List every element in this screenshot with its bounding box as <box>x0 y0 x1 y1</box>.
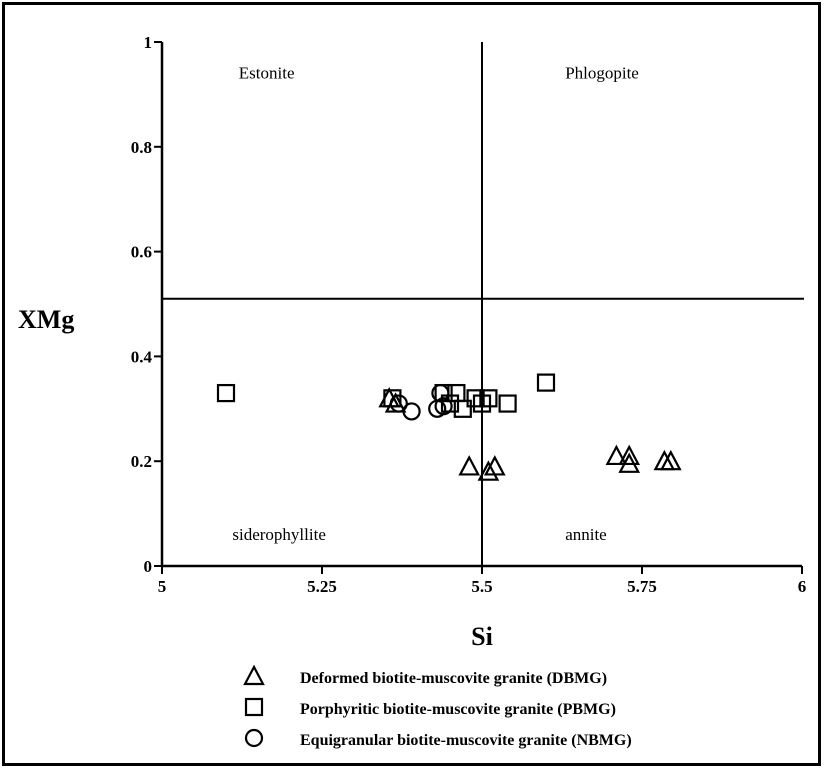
y-tick-label: 0.4 <box>131 347 153 366</box>
axes: 5 5.25 5.5 5.75 6 0 0.2 0.4 0.6 0.8 1 <box>131 33 807 596</box>
x-tick-label: 5 <box>158 577 167 596</box>
legend-square-icon <box>244 697 264 717</box>
circle-point <box>431 383 450 403</box>
square-point <box>466 389 485 408</box>
square-point <box>536 373 556 392</box>
circle-point <box>389 394 408 413</box>
legend-label-nbmg: Equigranular biotite-muscovite granite (… <box>300 732 632 749</box>
circle-point <box>434 397 453 416</box>
y-tick-label: 0.8 <box>131 138 152 157</box>
legend-marker-triangle <box>243 664 265 686</box>
y-tick-label: 1 <box>144 33 153 52</box>
x-tick-label: 6 <box>798 577 807 596</box>
triangle-point <box>659 449 682 471</box>
square-point <box>453 399 472 418</box>
region-label-siderophyllite: siderophyllite <box>232 525 325 544</box>
x-tick-label: 5.5 <box>471 577 492 596</box>
triangle-point <box>458 455 481 476</box>
legend-item-nbmg: Equigranular biotite-muscovite granite (… <box>244 728 632 749</box>
legend-label-pbmg: Porphyritic biotite-muscovite granite (P… <box>300 701 616 718</box>
square-point <box>472 394 492 413</box>
region-labels: Estonite Phlogopite siderophyllite annite <box>232 64 638 544</box>
y-tick-label: 0 <box>144 557 153 576</box>
triangle-point <box>483 455 506 476</box>
x-tick-label: 5.25 <box>307 577 337 596</box>
legend-item-dbmg: Deformed biotite-muscovite granite (DBMG… <box>243 664 607 687</box>
y-tick-label: 0.6 <box>131 243 152 262</box>
legend-triangle-icon <box>243 664 265 686</box>
triangle-point <box>477 460 500 481</box>
legend-label-dbmg: Deformed biotite-muscovite granite (DBMG… <box>300 670 607 687</box>
divider-lines <box>162 42 804 566</box>
legend: Deformed biotite-muscovite granite (DBMG… <box>243 664 632 749</box>
square-point <box>498 394 517 413</box>
triangle-point <box>653 449 676 471</box>
triangle-point <box>605 444 628 466</box>
triangle-point <box>378 386 401 408</box>
region-label-phlogopite: Phlogopite <box>565 64 639 83</box>
legend-marker-circle <box>244 728 264 748</box>
x-tick-label: 5.75 <box>627 577 657 596</box>
data-points <box>216 373 682 481</box>
circle-point <box>402 402 421 421</box>
region-label-annite: annite <box>565 525 607 544</box>
triangle-point <box>618 452 641 473</box>
square-point <box>216 383 236 403</box>
triangle-point <box>618 444 641 466</box>
y-axis-label: XMg <box>18 305 74 334</box>
region-label-estonite: Estonite <box>239 64 295 83</box>
square-point <box>479 389 498 408</box>
legend-circle-icon <box>244 728 264 748</box>
legend-marker-square <box>244 697 264 717</box>
legend-item-pbmg: Porphyritic biotite-muscovite granite (P… <box>244 697 616 718</box>
y-tick-label: 0.2 <box>131 452 152 471</box>
x-axis-label: Si <box>471 622 493 651</box>
